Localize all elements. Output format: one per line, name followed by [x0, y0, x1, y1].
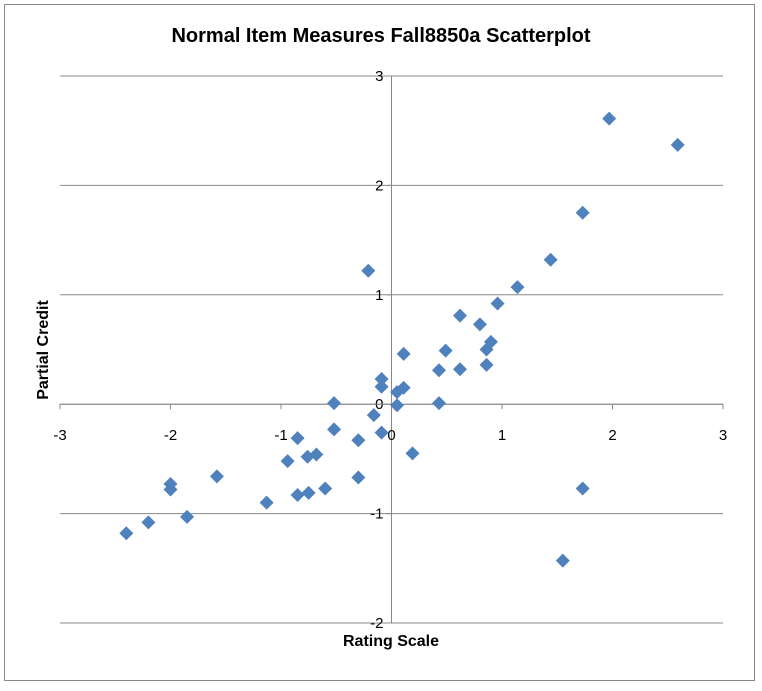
point [209, 469, 224, 484]
point [141, 515, 156, 530]
x-tick-label: -2 [164, 427, 177, 444]
chart-title: Normal Item Measures Fall8850a Scatterpl… [171, 25, 590, 47]
point [432, 363, 447, 378]
point [405, 446, 420, 461]
point [374, 379, 389, 394]
x-tick-label: 2 [608, 427, 616, 444]
point [453, 362, 468, 377]
point [327, 396, 342, 411]
point [318, 481, 333, 496]
point [543, 252, 558, 267]
point [327, 422, 342, 437]
point [374, 372, 389, 387]
point [472, 317, 487, 332]
point [366, 408, 381, 423]
y-tick-label: 2 [375, 177, 383, 194]
y-tick-label: 3 [375, 68, 383, 85]
point [490, 296, 505, 311]
x-tick-label: -3 [53, 427, 66, 444]
point [180, 509, 195, 524]
point [575, 481, 590, 496]
point [374, 425, 389, 440]
point [602, 111, 617, 126]
point [670, 137, 685, 152]
point [479, 357, 494, 372]
y-axis-label: Partial Credit [35, 300, 52, 400]
y-tick-label: 1 [375, 287, 383, 304]
point [351, 433, 366, 448]
x-tick-label: 3 [719, 427, 727, 444]
point [290, 431, 305, 446]
point [351, 470, 366, 485]
x-tick-label: -1 [274, 427, 287, 444]
point [453, 308, 468, 323]
point [390, 398, 405, 413]
point [575, 205, 590, 220]
point [479, 342, 494, 357]
point [301, 485, 316, 500]
point [280, 454, 295, 469]
x-tick-label: 0 [387, 427, 395, 444]
y-tick-label: -1 [370, 506, 383, 523]
point [438, 343, 453, 358]
point [510, 280, 525, 295]
point [290, 488, 305, 503]
point [555, 553, 570, 568]
x-axis-label: Rating Scale [343, 633, 439, 650]
point [390, 385, 405, 400]
point [119, 526, 134, 541]
y-tick-label: -2 [370, 615, 383, 632]
point [163, 482, 178, 497]
x-tick-label: 1 [498, 427, 506, 444]
point [300, 449, 315, 464]
point [361, 263, 376, 278]
point [259, 495, 274, 510]
point [396, 346, 411, 361]
point [432, 396, 447, 411]
chart-frame [4, 4, 755, 681]
